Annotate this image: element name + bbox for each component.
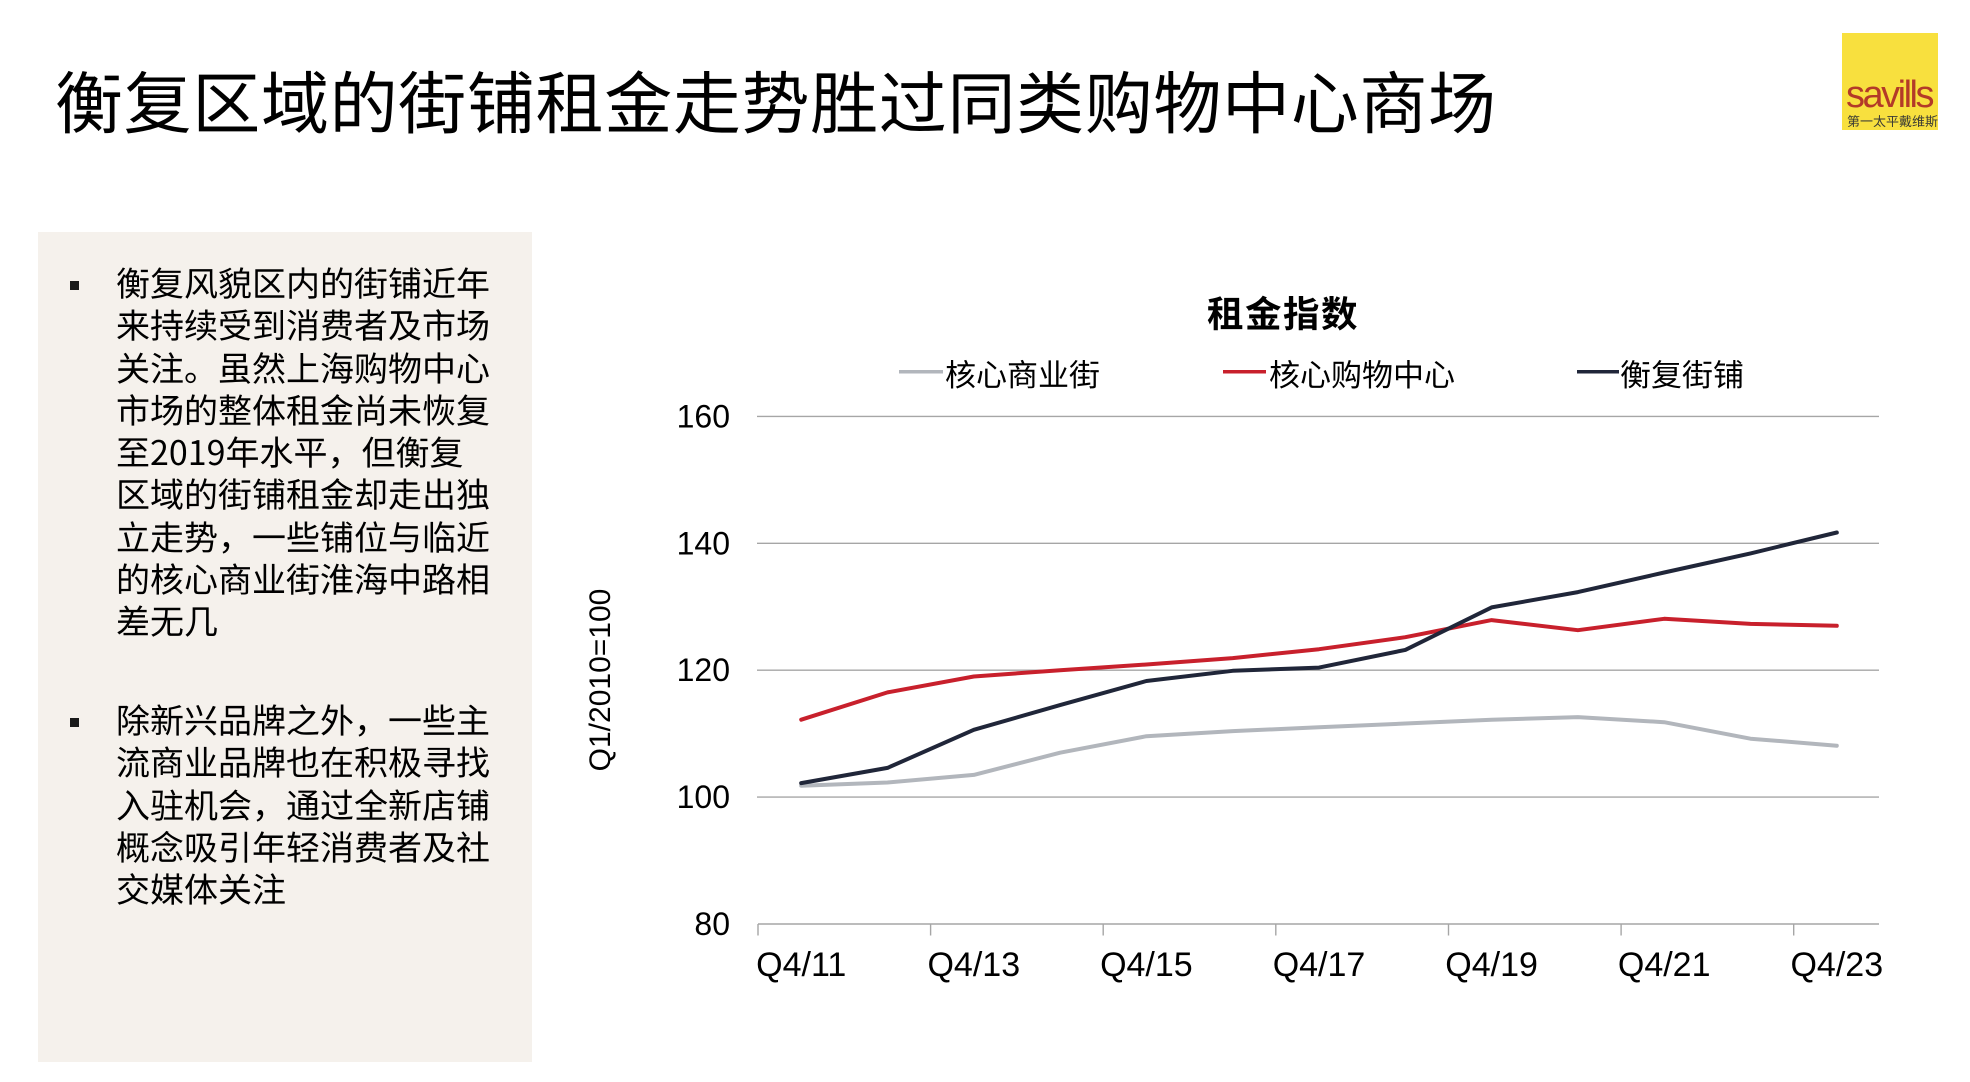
svg-text:衡复街铺: 衡复街铺	[1620, 350, 1744, 395]
svg-text:核心商业街: 核心商业街	[945, 350, 1100, 395]
svg-text:Q1/2010=100: Q1/2010=100	[584, 589, 617, 772]
svg-text:160: 160	[677, 398, 730, 434]
svg-text:Q4/19: Q4/19	[1445, 946, 1538, 984]
svg-text:Q4/13: Q4/13	[927, 946, 1020, 984]
svg-text:租金指数: 租金指数	[1207, 285, 1359, 338]
svg-text:Q4/11: Q4/11	[756, 946, 846, 984]
svg-text:120: 120	[677, 652, 730, 688]
svg-text:100: 100	[677, 779, 730, 815]
svg-text:Q4/17: Q4/17	[1273, 946, 1366, 984]
svg-text:Q4/23: Q4/23	[1790, 946, 1883, 984]
svg-text:Q4/15: Q4/15	[1100, 946, 1193, 984]
svg-text:Q4/21: Q4/21	[1618, 946, 1711, 984]
svg-text:核心购物中心: 核心购物中心	[1269, 350, 1455, 395]
svg-text:140: 140	[677, 525, 730, 561]
svg-text:80: 80	[694, 906, 730, 942]
